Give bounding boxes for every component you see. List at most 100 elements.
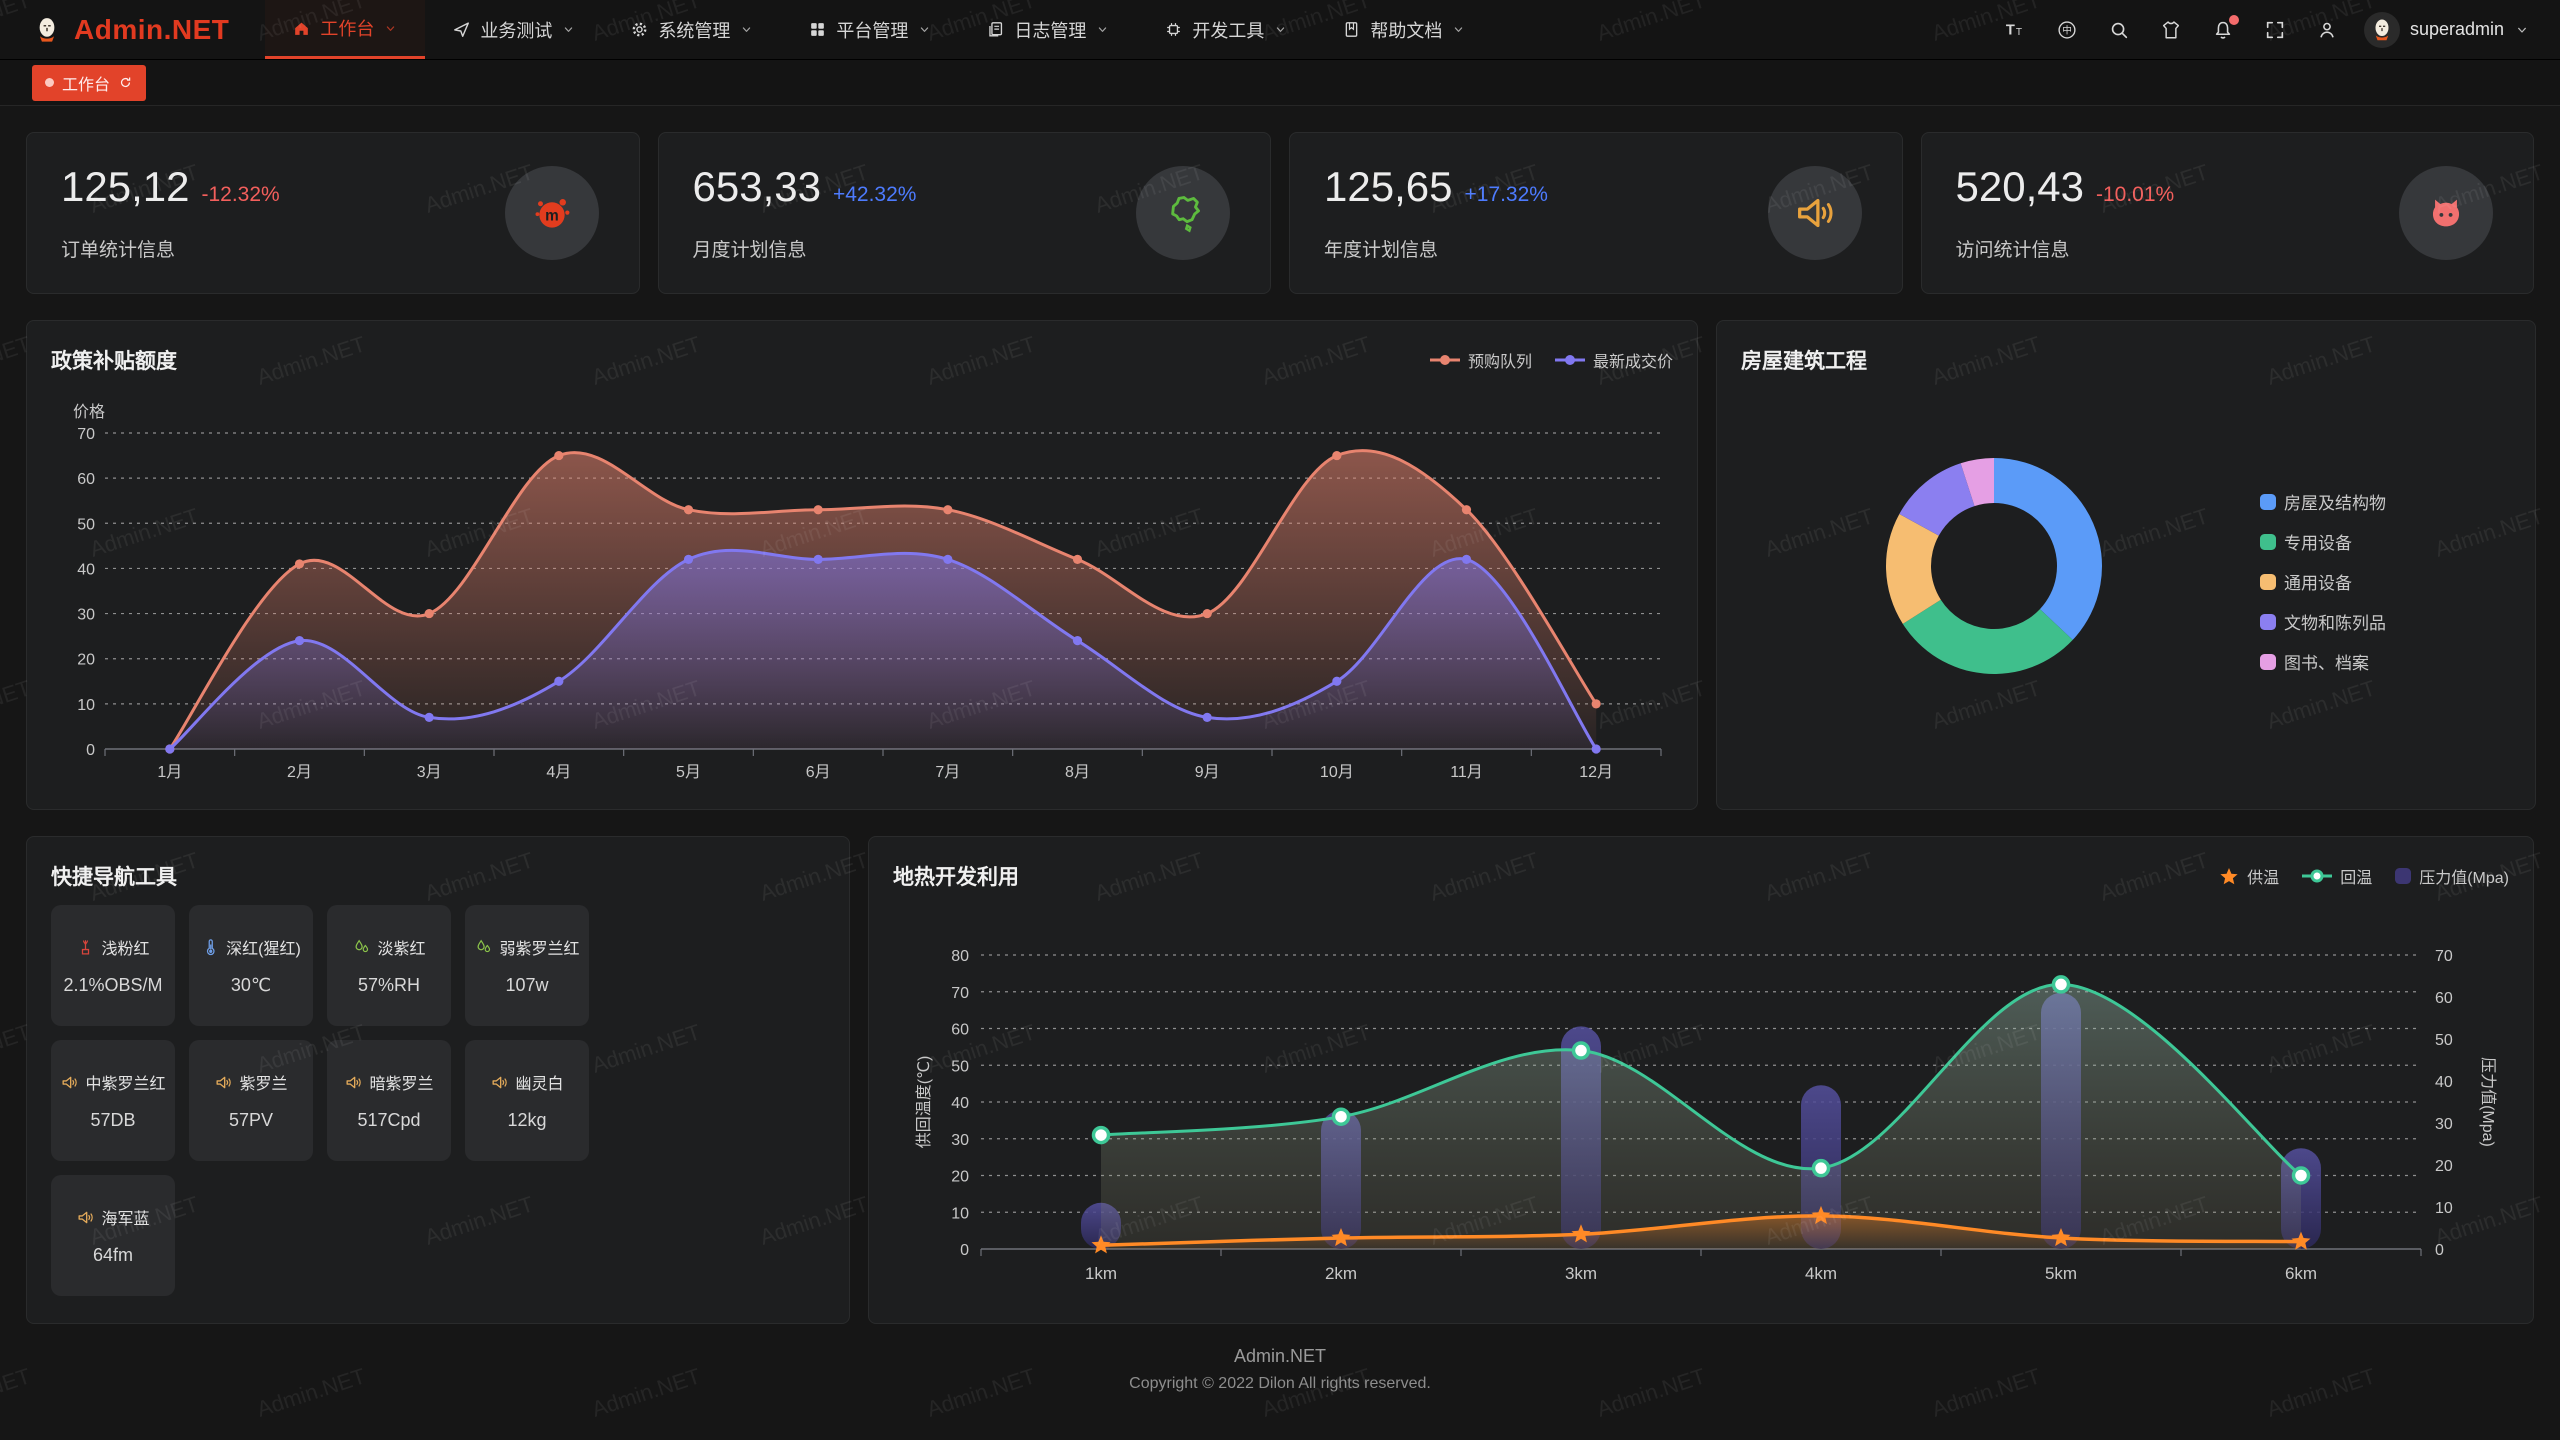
legend-label: 供温 [2247,870,2280,887]
building-donut-chart[interactable] [1741,379,2511,784]
stat-card-年度计划信息: 125,65 +17.32% 年度计划信息 [1289,132,1903,294]
quick-nav-item-暗紫罗兰[interactable]: 暗紫罗兰 517Cpd [327,1040,451,1161]
menu-item-系统管理[interactable]: 系统管理 [603,0,781,59]
geothermal-chart-canvas[interactable]: 0 10 20 30 40 50 60 70 80 0 10 20 30 40 50 60 70 供回温度(℃) 压… [893,895,2509,1293]
geothermal-chart-title: 地热开发利用 [893,866,1019,889]
menu-item-label: 平台管理 [836,20,909,41]
stat-delta: -12.32% [201,183,280,206]
svg-text:50: 50 [2435,1032,2453,1049]
stat-cards-row: 125,12 -12.32% 订单统计信息 m 653,33 +42.32% 月度计划信息 1… [26,132,2534,294]
building-chart-canvas[interactable] [1741,379,2511,779]
footer-brand: Admin.NET [1233,1346,1327,1366]
menu-item-帮助文档[interactable]: 帮助文档 [1315,0,1493,59]
legend-专用设备[interactable]: 专用设备 [2259,529,2386,554]
user-menu[interactable]: superadmin [2363,0,2560,59]
legend-marker [1554,353,1586,367]
geothermal-mixed-chart[interactable]: 0 10 20 30 40 50 60 70 80 0 10 20 30 40 50 60 70 供回温度(℃) 压… [893,895,2509,1298]
language-icon[interactable]: 中 [2056,19,2078,41]
svg-text:2km: 2km [1325,1264,1357,1283]
subsidy-chart-canvas[interactable]: 0 10 20 30 40 50 60 70 价格 1月 2月 3月 4月 5月 6月 7月 8月 9月 10月 11… [51,379,1675,783]
quick-item-header: 海军蓝 [76,1205,150,1229]
menu-item-业务测试[interactable]: 业务测试 [425,0,603,59]
svg-text:m: m [545,208,559,225]
legend-压力值(Mpa)[interactable]: 压力值(Mpa) [2394,864,2509,888]
svg-text:中: 中 [2062,24,2072,36]
legend-图书、档案[interactable]: 图书、档案 [2259,649,2386,674]
menu-item-工作台[interactable]: 工作台 [265,0,426,59]
chevron-down-icon [2514,22,2530,38]
svg-text:10月: 10月 [1320,764,1354,781]
quick-nav-item-深红(猩红)[interactable]: 深红(猩红) 30℃ [189,905,313,1026]
legend-房屋及结构物[interactable]: 房屋及结构物 [2259,489,2386,514]
menu-item-开发工具[interactable]: 开发工具 [1137,0,1315,59]
quick-item-header: 中紫罗兰红 [60,1070,166,1094]
svg-text:70: 70 [951,985,969,1002]
legend-供温[interactable]: 供温 [2218,864,2279,888]
svg-text:40: 40 [77,561,95,578]
speaker-icon [76,1208,95,1227]
theme-icon[interactable] [2160,19,2182,41]
tab-bar: 工作台 [0,60,2560,106]
drops-icon [352,938,371,957]
legend-最新成交价[interactable]: 最新成交价 [1554,348,1673,372]
chip-icon [1164,20,1183,39]
geothermal-chart-card: 地热开发利用 供温 回温 压力值(Mpa) 0 10 20 30 40 50 60 70 80 0 10… [868,836,2534,1324]
fullscreen-icon[interactable] [2264,19,2286,41]
bell-icon[interactable] [2212,14,2239,41]
avatar [2363,11,2400,48]
refresh-icon[interactable] [118,75,133,90]
quick-nav-item-中紫罗兰红[interactable]: 中紫罗兰红 57DB [51,1040,175,1161]
svg-text:6km: 6km [2285,1264,2317,1283]
tab-workbench[interactable]: 工作台 [32,64,147,101]
quick-item-name: 弱紫罗兰红 [499,941,580,958]
legend-label: 预购队列 [1467,354,1532,371]
svg-text:30: 30 [77,607,95,624]
speaker-icon [344,1073,363,1092]
quick-nav-item-海军蓝[interactable]: 海军蓝 64fm [51,1175,175,1296]
quick-item-header: 幽灵白 [490,1070,564,1094]
subsidy-area-chart[interactable]: 0 10 20 30 40 50 60 70 价格 1月 2月 3月 4月 5月 6月 7月 8月 9月 10月 11… [51,379,1673,788]
quick-item-name: 暗紫罗兰 [369,1076,434,1093]
svg-text:30: 30 [951,1132,969,1149]
menu-item-平台管理[interactable]: 平台管理 [781,0,959,59]
menu-item-日志管理[interactable]: 日志管理 [959,0,1137,59]
stat-card-访问统计信息: 520,43 -10.01% 访问统计信息 [1920,132,2534,294]
quick-nav-item-幽灵白[interactable]: 幽灵白 12kg [465,1040,589,1161]
menu-item-label: 帮助文档 [1370,20,1443,41]
chevron-down-icon [739,22,754,37]
search-icon[interactable] [2108,19,2130,41]
legend-marker [2218,866,2240,886]
legend-预购队列[interactable]: 预购队列 [1429,348,1532,372]
quick-nav-item-浅粉红[interactable]: 浅粉红 2.1%OBS/M [51,905,175,1026]
svg-text:2月: 2月 [287,764,312,781]
svg-text:5km: 5km [2045,1264,2077,1283]
chevron-down-icon [917,22,932,37]
quick-nav-item-弱紫罗兰红[interactable]: 弱紫罗兰红 107w [465,905,589,1026]
quick-nav-item-紫罗兰[interactable]: 紫罗兰 57PV [189,1040,313,1161]
cat-icon [2399,166,2493,260]
quick-nav-item-淡紫红[interactable]: 淡紫红 57%RH [327,905,451,1026]
brand-logo[interactable]: Admin.NET [0,0,265,59]
user-icon[interactable] [2316,19,2338,41]
quick-item-name: 中紫罗兰红 [85,1076,166,1093]
building-chart-title: 房屋建筑工程 [1741,350,1867,373]
legend-回温[interactable]: 回温 [2301,864,2372,888]
svg-text:60: 60 [2435,990,2453,1007]
building-chart-card: 房屋建筑工程 房屋及结构物专用设备通用设备文物和陈列品 图书、档案 [1716,320,2536,810]
svg-text:T: T [2016,27,2022,38]
legend-marker [2301,869,2333,883]
quick-item-value: 30℃ [230,975,272,995]
menu-item-label: 工作台 [320,19,375,39]
bottom-row: 快捷导航工具 浅粉红 2.1%OBS/M 深红(猩红) 30℃ 淡紫红 57%RH 弱紫罗兰… [26,836,2534,1324]
legend-label: 专用设备 [2284,534,2352,553]
stat-label: 年度计划信息 [1324,240,1439,261]
svg-text:T: T [2006,22,2015,38]
brand-name: Admin.NET [74,13,230,45]
legend-文物和陈列品[interactable]: 文物和陈列品 [2259,609,2386,634]
home-icon [292,19,311,38]
legend-通用设备[interactable]: 通用设备 [2259,569,2386,594]
subsidy-chart-legend: 预购队列 最新成交价 [1429,348,1673,372]
